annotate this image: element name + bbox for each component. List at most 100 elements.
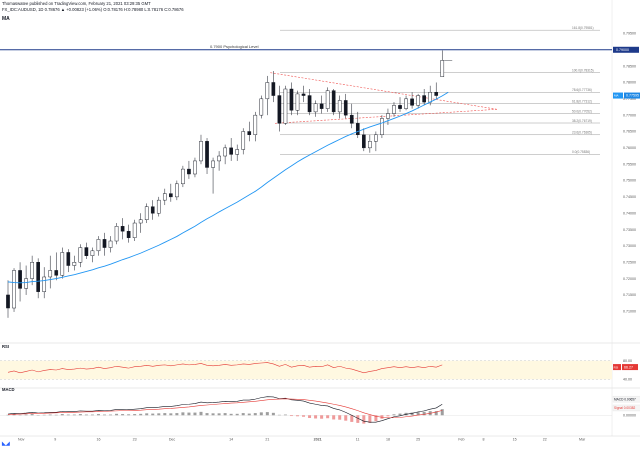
candle-body[interactable]: [241, 131, 246, 150]
symbol-info: FX_IDC:AUDUSD, 1D 0.78676 ▲ +0.00823 (+1…: [2, 7, 184, 12]
level-axis-label: 0.79000: [616, 48, 629, 52]
candle-body[interactable]: [156, 199, 161, 214]
macd-histogram-bar: [24, 414, 28, 416]
candle-body[interactable]: [295, 93, 300, 111]
tradingview-logo: ◣◢: [2, 441, 10, 447]
candle-body[interactable]: [144, 206, 149, 220]
candle-body[interactable]: [138, 219, 143, 224]
candle-body[interactable]: [319, 103, 324, 109]
candle-body[interactable]: [349, 114, 354, 124]
candle-body[interactable]: [434, 92, 439, 96]
candle-body[interactable]: [229, 147, 233, 155]
macd-histogram-bar: [30, 414, 34, 416]
macd-histogram-bar: [84, 414, 88, 416]
candle-body[interactable]: [325, 90, 330, 109]
candle-body[interactable]: [54, 270, 59, 276]
candle-body[interactable]: [271, 82, 276, 96]
candle-body[interactable]: [126, 230, 131, 238]
candle-body[interactable]: [398, 105, 402, 109]
candle-body[interactable]: [193, 160, 197, 175]
candle-body[interactable]: [169, 193, 173, 198]
fib-level-label: 50.0(0.77052): [572, 109, 592, 113]
candle-body[interactable]: [90, 250, 95, 256]
candle-body[interactable]: [24, 278, 28, 289]
candle-body[interactable]: [386, 113, 390, 119]
candle-body[interactable]: [223, 147, 227, 157]
candle-body[interactable]: [307, 95, 312, 113]
candle-body[interactable]: [301, 93, 306, 96]
candle-body[interactable]: [36, 262, 40, 292]
candle-body[interactable]: [181, 168, 185, 185]
candle-body[interactable]: [265, 82, 270, 100]
candle-body[interactable]: [313, 103, 318, 113]
candle-body[interactable]: [247, 131, 252, 135]
candle-body[interactable]: [410, 98, 414, 106]
ma-indicator-label: MA: [2, 16, 10, 22]
macd-histogram-bar: [109, 414, 113, 416]
candle-body[interactable]: [30, 262, 34, 279]
candle-body[interactable]: [374, 134, 378, 142]
macd-histogram-bar: [338, 415, 342, 420]
time-axis-tick: 25: [416, 438, 420, 442]
candle-body[interactable]: [114, 226, 119, 242]
candle-body[interactable]: [18, 270, 22, 289]
price-axis-tick: 0.78500: [623, 64, 636, 68]
macd-histogram-bar: [115, 413, 119, 416]
moving-average-line[interactable]: [7, 91, 449, 284]
candle-body[interactable]: [380, 118, 384, 135]
macd-histogram-bar: [271, 412, 275, 416]
candle-body[interactable]: [343, 100, 348, 116]
time-axis-tick: Dec: [169, 438, 176, 442]
candle-body[interactable]: [331, 90, 336, 113]
macd-histogram-bar: [229, 413, 233, 416]
candle-body[interactable]: [211, 160, 215, 168]
candle-body[interactable]: [48, 270, 53, 278]
candle-body[interactable]: [199, 141, 203, 162]
candle-body[interactable]: [187, 168, 191, 175]
candle-body[interactable]: [162, 193, 167, 201]
candle-body[interactable]: [217, 155, 221, 162]
candle-body[interactable]: [416, 95, 420, 106]
candle-body[interactable]: [78, 247, 83, 263]
candle-body[interactable]: [42, 276, 47, 292]
candle-body[interactable]: [205, 141, 209, 168]
candle-body[interactable]: [337, 100, 342, 113]
macd-histogram-bar: [193, 412, 197, 416]
candle-body[interactable]: [120, 226, 125, 232]
candle-body[interactable]: [289, 88, 294, 111]
candle-body[interactable]: [60, 252, 65, 276]
candle-body[interactable]: [150, 206, 155, 214]
candle-body[interactable]: [440, 60, 445, 77]
candle-body[interactable]: [362, 134, 366, 149]
macd-line[interactable]: [7, 396, 443, 423]
candle-body[interactable]: [235, 149, 240, 155]
candle-body[interactable]: [368, 141, 372, 149]
candle-body[interactable]: [108, 240, 113, 248]
candle-body[interactable]: [66, 252, 71, 266]
candle-body[interactable]: [132, 222, 137, 238]
candle-body[interactable]: [6, 294, 10, 309]
candle-body[interactable]: [102, 239, 107, 248]
macd-value-badge: [612, 395, 640, 403]
signal-value-badge: [612, 404, 640, 412]
candle-body[interactable]: [175, 183, 179, 198]
signal-line[interactable]: [7, 398, 443, 419]
candle-body[interactable]: [253, 114, 258, 135]
candle-body[interactable]: [259, 98, 264, 116]
psychological-level-label: 0.7900 Psychological Level: [210, 44, 259, 49]
candle-body[interactable]: [355, 123, 360, 135]
candle-body[interactable]: [72, 262, 77, 266]
candle-body[interactable]: [392, 105, 396, 114]
rsi-line[interactable]: [7, 362, 443, 374]
candle-body[interactable]: [84, 247, 89, 256]
candle-body[interactable]: [422, 95, 426, 103]
candle-body[interactable]: [96, 239, 101, 252]
macd-value-label: MACD 0.00657: [614, 397, 636, 401]
candle-body[interactable]: [404, 98, 408, 109]
candle-body[interactable]: [428, 92, 433, 103]
candle-body[interactable]: [12, 270, 16, 309]
candle-body[interactable]: [283, 88, 288, 124]
candle-body[interactable]: [277, 95, 282, 124]
